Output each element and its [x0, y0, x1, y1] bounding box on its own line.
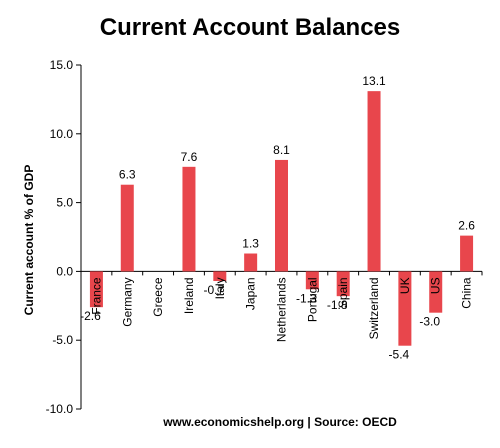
y-tick-label: 15.0 — [50, 58, 74, 72]
category-label: Japan — [244, 277, 258, 310]
y-tick-label: 5.0 — [56, 196, 73, 210]
category-label: Greece — [151, 277, 165, 317]
category-label: Spain — [336, 277, 350, 308]
bar-portugal — [305, 271, 319, 290]
value-label: -5.4 — [389, 348, 410, 362]
category-label: UK — [398, 277, 412, 294]
value-label: -1.8 — [327, 298, 348, 312]
y-tick-label: -5.0 — [52, 333, 73, 347]
value-label: -0.7 — [203, 283, 224, 297]
category-label: Italy — [213, 277, 227, 299]
category-label: US — [429, 277, 443, 294]
bar-netherlands — [275, 159, 288, 272]
category-label: China — [460, 277, 474, 309]
bar-china — [460, 235, 474, 272]
y-tick-label: -10.0 — [46, 402, 74, 416]
bar-italy — [213, 271, 227, 282]
value-label: -3.0 — [419, 315, 440, 329]
bar-france — [89, 271, 103, 308]
value-label: 13.1 — [362, 74, 386, 88]
category-label: Netherlands — [275, 277, 289, 342]
y-tick-label: 10.0 — [50, 127, 74, 141]
value-label: -2.6 — [80, 309, 101, 323]
value-label: 1.3 — [242, 237, 259, 251]
bar-japan — [244, 253, 258, 272]
bar-spain — [336, 271, 350, 297]
value-label: 2.6 — [458, 219, 475, 233]
category-label: Ireland — [182, 277, 196, 314]
bar-uk — [398, 271, 412, 346]
value-label: 6.3 — [119, 168, 136, 182]
bar-germany — [120, 184, 134, 272]
value-label: 7.6 — [181, 150, 198, 164]
category-label: Portugal — [305, 277, 319, 322]
y-axis-title: Current account % of GDP — [22, 165, 36, 316]
bar-switzerland — [367, 91, 381, 272]
value-label: 8.1 — [273, 143, 290, 157]
category-label: France — [89, 277, 103, 315]
category-label: Switzerland — [367, 277, 381, 339]
value-label: -1.3 — [296, 291, 317, 305]
bar-ireland — [182, 166, 196, 272]
bar-us — [429, 271, 443, 313]
source-note: www.economicshelp.org | Source: OECD — [163, 415, 397, 429]
y-tick-label: 0.0 — [56, 264, 73, 278]
category-label: Germany — [120, 277, 134, 326]
chart-title: Current Account Balances — [99, 14, 401, 41]
